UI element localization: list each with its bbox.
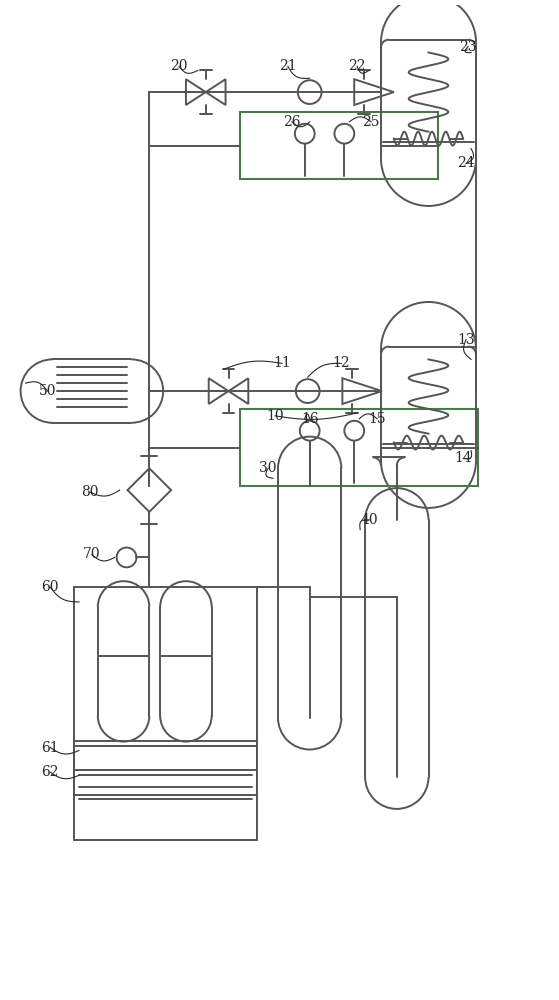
Bar [240, 409, 478, 486]
Text: 14: 14 [454, 451, 472, 465]
Polygon shape [342, 378, 382, 404]
Polygon shape [127, 468, 171, 512]
Text: 40: 40 [361, 513, 378, 527]
Text: 23: 23 [459, 40, 477, 54]
Polygon shape [186, 79, 206, 105]
Text: 62: 62 [41, 765, 59, 779]
Circle shape [295, 124, 315, 144]
Bar [240, 112, 438, 179]
Text: 12: 12 [333, 356, 350, 370]
Text: 20: 20 [170, 59, 188, 73]
Circle shape [296, 379, 320, 403]
Circle shape [298, 80, 321, 104]
Text: 30: 30 [259, 461, 277, 475]
Text: 50: 50 [39, 384, 56, 398]
Polygon shape [354, 79, 394, 105]
Polygon shape [206, 79, 225, 105]
Text: 61: 61 [41, 741, 59, 755]
Text: 11: 11 [273, 356, 291, 370]
Text: 70: 70 [83, 547, 101, 561]
Text: 24: 24 [457, 156, 475, 170]
Circle shape [344, 421, 364, 441]
Text: 80: 80 [81, 485, 98, 499]
Circle shape [300, 421, 320, 441]
Text: 13: 13 [457, 333, 475, 347]
Circle shape [117, 548, 136, 567]
Text: 60: 60 [41, 580, 59, 594]
Bar [74, 587, 257, 795]
Text: 15: 15 [368, 412, 386, 426]
Text: 10: 10 [266, 409, 284, 423]
Text: 22: 22 [348, 59, 366, 73]
Bar [74, 741, 257, 840]
Polygon shape [209, 378, 229, 404]
Text: 16: 16 [301, 412, 319, 426]
Circle shape [334, 124, 354, 144]
Text: 21: 21 [279, 59, 297, 73]
Text: 25: 25 [362, 115, 380, 129]
Polygon shape [229, 378, 248, 404]
Text: 26: 26 [283, 115, 301, 129]
